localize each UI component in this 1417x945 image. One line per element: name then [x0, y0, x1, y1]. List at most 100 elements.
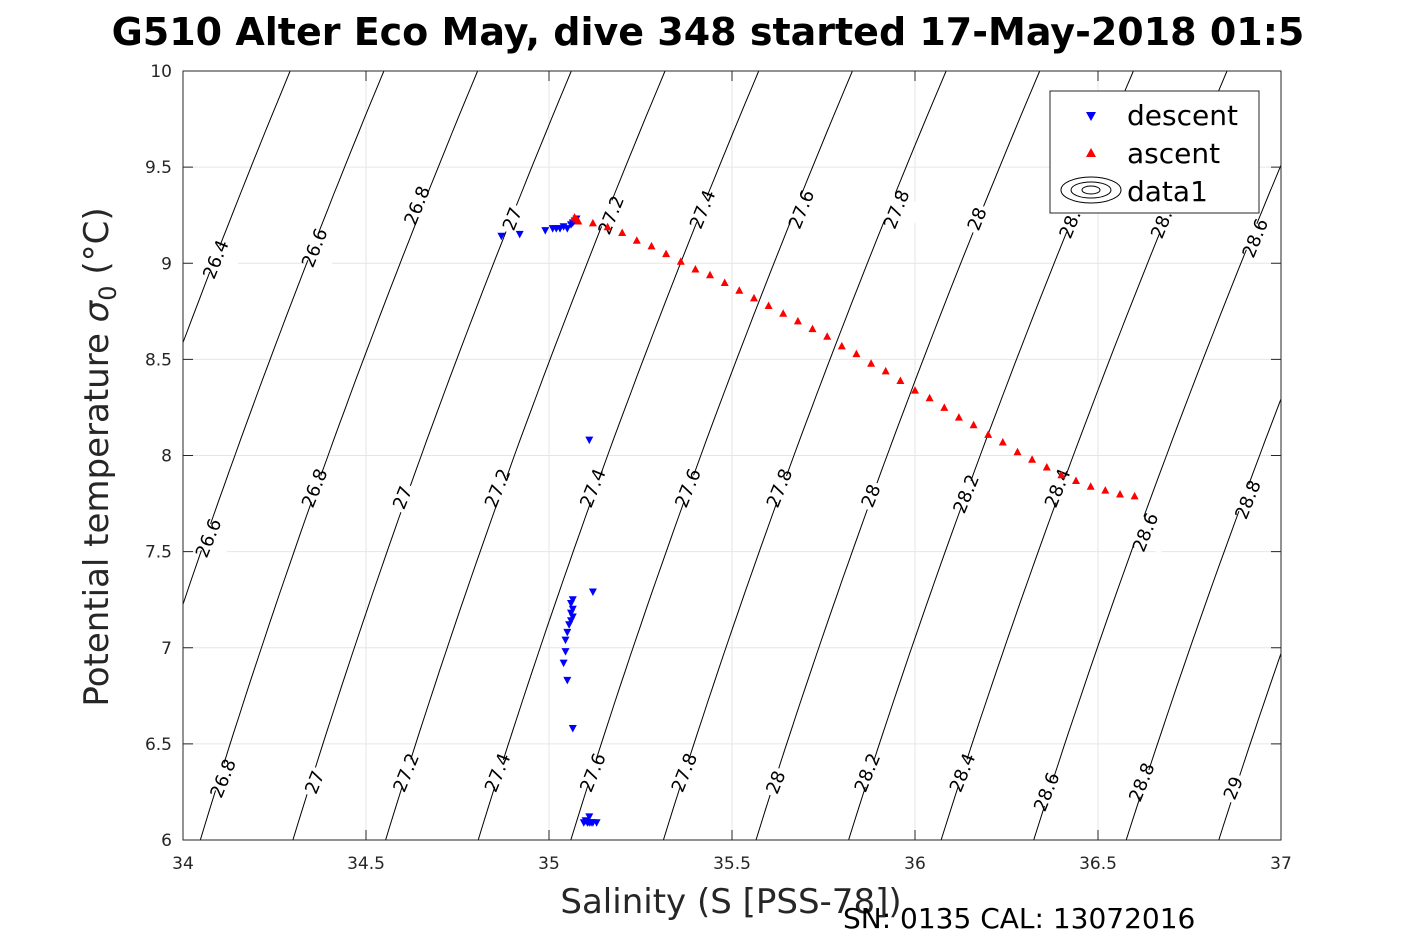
legend-ascent-marker	[1086, 148, 1096, 157]
serial-calibration-footer: SN: 0135 CAL: 13072016	[843, 902, 1195, 935]
contour-label-bg	[289, 226, 341, 270]
ascent-point	[852, 349, 861, 358]
y-axis-label: Potential temperature σ0 (°C)	[77, 207, 122, 706]
ascent-point	[984, 430, 993, 438]
y-tick-label: 8.5	[145, 350, 172, 370]
ascent-point	[588, 218, 597, 227]
ascent-point	[720, 278, 729, 286]
ascent-point	[618, 228, 627, 236]
ascent-point	[793, 316, 802, 325]
ascent-point	[574, 217, 583, 225]
descent-point	[583, 819, 592, 827]
ascent-point	[1072, 476, 1080, 484]
x-tick-label: 36.5	[1079, 854, 1117, 874]
descent-point	[541, 227, 550, 235]
legend: descent ascent data1	[1049, 90, 1260, 214]
y-tick-label: 10	[150, 62, 172, 82]
y-tick-label: 7	[161, 639, 172, 659]
ascent-point	[1013, 447, 1022, 456]
axes	[182, 70, 1282, 841]
legend-descent-marker	[1086, 112, 1096, 121]
descent-point	[559, 659, 568, 668]
descent-point	[567, 609, 575, 618]
descent-point	[563, 628, 572, 637]
ascent-point	[837, 341, 846, 350]
y-axis-label-main: Potential temperature	[77, 322, 117, 706]
descent-point	[515, 230, 524, 239]
contour-label-bg	[845, 474, 897, 518]
y-tick-label: 7.5	[145, 543, 172, 563]
x-tick-label: 35.5	[713, 854, 751, 874]
contour-label-bg	[486, 197, 539, 241]
x-tick-label: 36	[904, 854, 926, 874]
ascent-point	[662, 249, 671, 258]
ascent-point	[1057, 470, 1066, 479]
y-tick-label: 6.5	[145, 735, 172, 755]
y-tick-label: 6	[161, 831, 172, 851]
contour-label-bg	[376, 476, 429, 520]
contour-label-bg	[585, 193, 637, 237]
contour-label-bg	[1021, 770, 1073, 814]
contour-label-bg	[1207, 766, 1260, 810]
contour-line	[1125, 397, 1281, 840]
contour-label-bg	[658, 751, 711, 794]
x-tick-label: 34.5	[347, 854, 385, 874]
contour-label-bg	[289, 761, 341, 804]
x-tick-label: 35	[538, 854, 560, 874]
ascent-point	[940, 403, 949, 411]
contour-line	[183, 71, 385, 606]
contour-label-bg	[182, 516, 235, 560]
legend-descent-label: descent	[1127, 99, 1238, 132]
chart-title: G510 Alter Eco May, dive 348 started 17-…	[112, 10, 1305, 54]
descent-point	[497, 232, 506, 241]
ascent-point	[808, 324, 817, 333]
ascent-point	[691, 265, 700, 273]
legend-contour-icon	[1060, 176, 1122, 204]
contour-line	[385, 71, 666, 840]
contour-label-bg	[750, 761, 802, 804]
descent-point	[561, 636, 570, 645]
descent-point	[561, 648, 570, 656]
ascent-point	[706, 270, 714, 279]
ascent-point	[969, 420, 978, 429]
tick-labels: 34 34.5 35 35.5 36 36.5 37 6 6.5 7 7.5 8 8.5 9 9.5 10	[145, 62, 1292, 874]
contour-label-bg	[775, 188, 828, 231]
data-points	[497, 213, 1139, 827]
contour-line	[1218, 651, 1281, 840]
contour-label-bg	[1222, 478, 1274, 521]
descent-point	[563, 676, 572, 685]
contour-label-bg	[951, 197, 1003, 241]
contour-label-bg	[190, 238, 242, 281]
contour-label-bg	[380, 751, 432, 794]
x-axis-label: Salinity (S [PSS-78])	[560, 882, 901, 922]
ascent-point	[1116, 490, 1124, 498]
contour-labels: 26.4 26.626.8 27 27.2 27.4 27.6 27.8 28 28.2 28.4…	[182, 183, 1282, 815]
descent-point	[565, 621, 574, 629]
contour-label-bg	[472, 751, 524, 794]
descent-point	[568, 613, 577, 621]
ascent-point	[998, 438, 1007, 446]
contour-label-bg	[1116, 761, 1168, 804]
descent-point	[585, 436, 594, 445]
x-tick-label: 37	[1270, 854, 1292, 874]
contour-label-bg	[841, 751, 894, 794]
descent-point	[568, 725, 577, 733]
descent-point	[568, 596, 577, 604]
y-axis-label-symbol: σ	[77, 299, 117, 322]
y-tick-label: 9.5	[145, 158, 172, 178]
ascent-point	[823, 332, 832, 340]
contour-line	[292, 71, 572, 840]
contour-label-bg	[940, 472, 992, 516]
ascent-point	[896, 376, 905, 384]
contour-label-bg	[197, 757, 249, 800]
descent-point	[563, 225, 572, 233]
descent-point	[592, 819, 601, 827]
contour-label-bg	[472, 466, 524, 510]
ascent-point	[764, 301, 773, 309]
ascent-point	[676, 257, 685, 265]
x-tick-label: 34	[172, 854, 194, 874]
ascent-point	[911, 386, 919, 394]
contour-label-bg	[753, 466, 806, 510]
ascent-point	[779, 309, 788, 317]
ascent-point	[867, 359, 876, 367]
